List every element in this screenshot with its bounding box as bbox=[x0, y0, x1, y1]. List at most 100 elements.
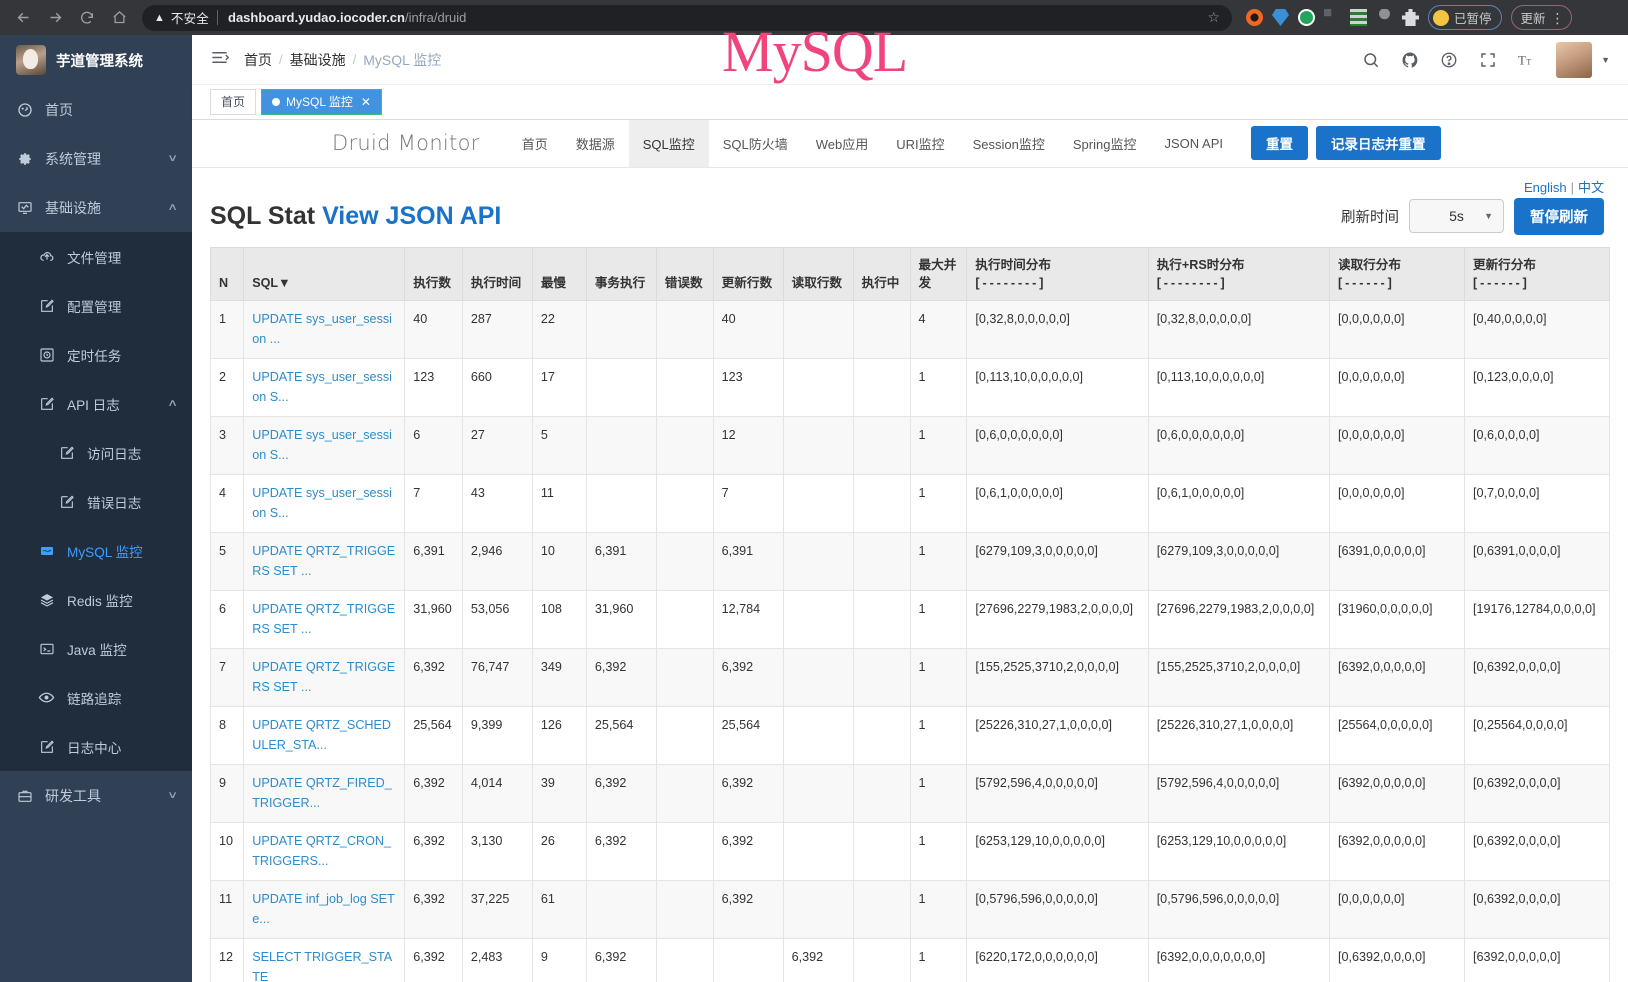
column-header-exec_time_dist[interactable]: 执行时间分布 [ - - - - - - - - ] bbox=[966, 246, 1149, 302]
extension-check-icon[interactable] bbox=[1298, 9, 1315, 26]
extension-grid-icon[interactable] bbox=[1324, 9, 1332, 17]
puzzle-extensions-icon[interactable] bbox=[1402, 9, 1419, 26]
column-header-update_rows[interactable]: 更新行数 bbox=[712, 246, 784, 302]
sql-link[interactable]: UPDATE QRTZ_SCHEDULER_STA... bbox=[252, 718, 392, 752]
table-row[interactable]: 6 UPDATE QRTZ_TRIGGERS SET ... 31,960 53,05… bbox=[209, 590, 1611, 650]
table-row[interactable]: 7 UPDATE QRTZ_TRIGGERS SET ... 6,392 76,747… bbox=[209, 648, 1611, 708]
table-row[interactable]: 4 UPDATE sys_user_session S... 7 43 11 7 1 [0,6… bbox=[209, 474, 1611, 534]
column-header-sql[interactable]: SQL▼ bbox=[243, 246, 406, 302]
sidebar-item-日志中心[interactable]: 日志中心 bbox=[0, 722, 192, 771]
breadcrumb-item-infra[interactable]: 基础设施 bbox=[289, 51, 346, 68]
back-arrow-icon[interactable] bbox=[8, 3, 38, 33]
sql-link[interactable]: UPDATE QRTZ_FIRED_TRIGGER... bbox=[252, 776, 392, 810]
sql-link[interactable]: UPDATE sys_user_session ... bbox=[252, 312, 392, 346]
update-chip[interactable]: 更新 ⋮ bbox=[1510, 5, 1572, 30]
column-header-exec_time[interactable]: 执行时间 bbox=[461, 246, 533, 302]
sidebar-item-Java-监控[interactable]: Java 监控 bbox=[0, 624, 192, 673]
address-bar[interactable]: ▲ 不安全 dashboard.yudao.iocoder.cn /infra/… bbox=[142, 4, 1232, 31]
home-icon[interactable] bbox=[104, 3, 134, 33]
table-row[interactable]: 3 UPDATE sys_user_session S... 6 27 5 12 1 [0,6… bbox=[209, 416, 1611, 476]
column-header-read_row_dist[interactable]: 读取行分布 [ - - - - - - ] bbox=[1328, 246, 1465, 302]
extension-key-icon[interactable] bbox=[1379, 9, 1390, 20]
sql-link[interactable]: SELECT TRIGGER_STATE bbox=[252, 950, 393, 982]
kebab-menu-icon[interactable]: ⋮ bbox=[1550, 9, 1565, 26]
chevron-down-icon[interactable]: ▼ bbox=[1601, 54, 1610, 65]
sidebar-item-定时任务[interactable]: 定时任务 bbox=[0, 330, 192, 379]
druid-nav-uri-monitor[interactable]: URI监控 bbox=[896, 136, 945, 152]
column-header-exec_rs_dist[interactable]: 执行+RS时分布 [ - - - - - - - - ] bbox=[1147, 246, 1330, 302]
druid-nav-sql-monitor[interactable]: SQL监控 bbox=[628, 119, 709, 168]
table-row[interactable]: 10 UPDATE QRTZ_CRON_TRIGGERS... 6,392 3,130… bbox=[209, 822, 1611, 882]
sidebar-item-配置管理[interactable]: 配置管理 bbox=[0, 281, 192, 330]
table-row[interactable]: 11 UPDATE inf_job_log SET e... 6,392 37,225… bbox=[209, 880, 1611, 940]
extension-diamond-icon[interactable] bbox=[1272, 9, 1289, 26]
star-icon[interactable]: ☆ bbox=[1207, 9, 1220, 25]
column-header-update_row_dist[interactable]: 更新行分布 [ - - - - - - ] bbox=[1463, 246, 1611, 302]
sidebar-item-系统管理[interactable]: 系统管理 ∨ bbox=[0, 134, 192, 183]
column-header-n[interactable]: N bbox=[209, 246, 245, 302]
sql-link[interactable]: UPDATE QRTZ_TRIGGERS SET ... bbox=[252, 602, 396, 636]
fullscreen-icon[interactable] bbox=[1478, 50, 1498, 70]
sql-link[interactable]: UPDATE sys_user_session S... bbox=[252, 428, 392, 462]
tab-home[interactable]: 首页 bbox=[210, 88, 257, 115]
sql-link[interactable]: UPDATE inf_job_log SET e... bbox=[252, 892, 395, 926]
column-header-exec_count[interactable]: 执行数 bbox=[404, 246, 463, 302]
druid-nav-spring-monitor[interactable]: Spring监控 bbox=[1072, 136, 1137, 152]
column-header-tx_exec[interactable]: 事务执行 bbox=[585, 246, 657, 302]
druid-nav-web-app[interactable]: Web应用 bbox=[815, 136, 869, 152]
sql-link[interactable]: UPDATE QRTZ_TRIGGERS SET ... bbox=[252, 544, 396, 578]
hamburger-icon[interactable] bbox=[210, 48, 230, 72]
druid-nav-home[interactable]: 首页 bbox=[521, 136, 548, 152]
sidebar-item-API-日志[interactable]: API 日志 ∧ bbox=[0, 379, 192, 428]
druid-nav-json-api[interactable]: JSON API bbox=[1164, 135, 1224, 151]
sql-link[interactable]: UPDATE sys_user_session S... bbox=[252, 486, 392, 520]
table-row[interactable]: 8 UPDATE QRTZ_SCHEDULER_STA... 25,564 9,399… bbox=[209, 706, 1611, 766]
column-header-read_rows[interactable]: 读取行数 bbox=[782, 246, 854, 302]
reset-button[interactable]: 重置 bbox=[1251, 126, 1309, 161]
pause-refresh-button[interactable]: 暂停刷新 bbox=[1514, 197, 1604, 235]
reload-icon[interactable] bbox=[72, 3, 102, 33]
sidebar-item-基础设施[interactable]: 基础设施 ∧ bbox=[0, 183, 192, 232]
tab-mysql-monitor[interactable]: MySQL 监控 ✕ bbox=[261, 88, 382, 115]
column-header-max_conc[interactable]: 最大并发 bbox=[909, 246, 968, 302]
breadcrumb-item-home[interactable]: 首页 bbox=[244, 51, 272, 68]
sidebar-item-研发工具[interactable]: 研发工具 ∨ bbox=[0, 771, 192, 820]
extension-list-on-icon[interactable] bbox=[1350, 9, 1367, 26]
search-icon[interactable] bbox=[1361, 50, 1381, 70]
lang-english[interactable]: English bbox=[1523, 179, 1567, 195]
table-row[interactable]: 2 UPDATE sys_user_session S... 123 660 17 123… bbox=[209, 358, 1611, 418]
sidebar-item-错误日志[interactable]: 错误日志 bbox=[0, 477, 192, 526]
forward-arrow-icon[interactable] bbox=[40, 3, 70, 33]
avatar[interactable] bbox=[1556, 41, 1593, 78]
column-header-err_count[interactable]: 错误数 bbox=[655, 246, 714, 302]
github-icon[interactable] bbox=[1400, 50, 1420, 70]
druid-nav-session-monitor[interactable]: Session监控 bbox=[972, 136, 1045, 152]
sidebar-item-访问日志[interactable]: 访问日志 bbox=[0, 428, 192, 477]
sidebar-item-Redis-监控[interactable]: Redis 监控 bbox=[0, 575, 192, 624]
view-json-api-link[interactable]: View JSON API bbox=[322, 201, 502, 230]
table-row[interactable]: 9 UPDATE QRTZ_FIRED_TRIGGER... 6,392 4,014 3… bbox=[209, 764, 1611, 824]
druid-nav-datasource[interactable]: 数据源 bbox=[575, 136, 615, 152]
log-and-reset-button[interactable]: 记录日志并重置 bbox=[1316, 126, 1441, 161]
close-icon[interactable]: ✕ bbox=[360, 94, 371, 109]
paused-profile-chip[interactable]: 已暂停 bbox=[1428, 5, 1502, 30]
table-row[interactable]: 12 SELECT TRIGGER_STATE 6,392 2,483 9 6,392 6,… bbox=[209, 938, 1611, 982]
sidebar-item-链路追踪[interactable]: 链路追踪 bbox=[0, 673, 192, 722]
sidebar-item-文件管理[interactable]: 文件管理 bbox=[0, 232, 192, 281]
sql-link[interactable]: UPDATE QRTZ_CRON_TRIGGERS... bbox=[252, 834, 392, 868]
column-header-running[interactable]: 执行中 bbox=[852, 246, 911, 302]
sql-link[interactable]: UPDATE sys_user_session S... bbox=[252, 370, 392, 404]
column-header-slowest[interactable]: 最慢 bbox=[531, 246, 587, 302]
table-row[interactable]: 5 UPDATE QRTZ_TRIGGERS SET ... 6,391 2,946 1… bbox=[209, 532, 1611, 592]
refresh-interval-select[interactable]: 5s ▼ bbox=[1409, 199, 1504, 234]
help-circle-icon[interactable] bbox=[1439, 50, 1459, 70]
druid-nav-sql-firewall[interactable]: SQL防火墙 bbox=[722, 136, 788, 152]
sidebar-item-首页[interactable]: 首页 bbox=[0, 85, 192, 134]
table-row[interactable]: 1 UPDATE sys_user_session ... 40 287 22 40 4 [0… bbox=[209, 300, 1611, 360]
lang-chinese[interactable]: 中文 bbox=[1577, 179, 1604, 195]
extension-orange-icon[interactable] bbox=[1246, 9, 1263, 26]
sidebar-item-MySQL-监控[interactable]: MySQL 监控 bbox=[0, 526, 192, 575]
sql-link[interactable]: UPDATE QRTZ_TRIGGERS SET ... bbox=[252, 660, 396, 694]
sidebar-brand[interactable]: 芋道管理系统 bbox=[0, 35, 192, 85]
